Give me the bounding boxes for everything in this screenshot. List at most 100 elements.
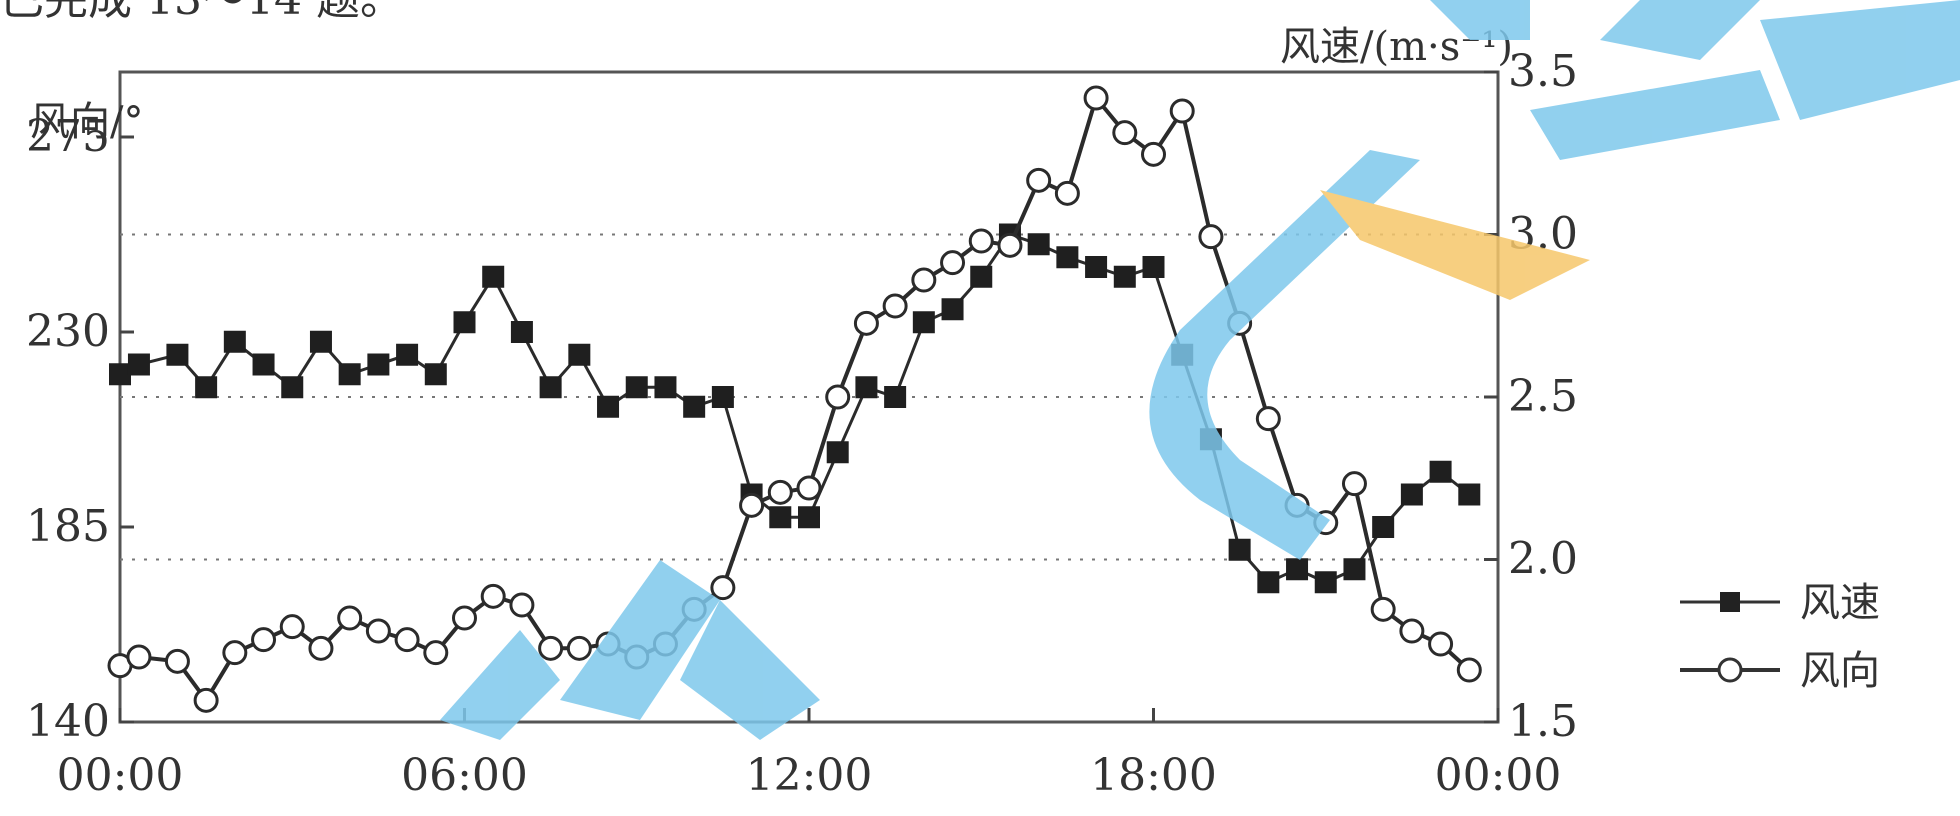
direction-point — [1456, 657, 1482, 683]
x-tick-label: 00:00 — [57, 750, 184, 801]
direction-point — [423, 640, 449, 666]
direction-point — [1112, 120, 1138, 146]
speed-point — [252, 353, 275, 376]
series-line-风向 — [119, 93, 1471, 704]
direction-point — [825, 384, 851, 410]
direction-point — [911, 267, 937, 293]
left-tick-label: 230 — [26, 306, 110, 357]
speed-point — [396, 343, 419, 366]
speed-point — [281, 376, 304, 399]
left-tick-label: 185 — [26, 501, 110, 552]
watermark-shape-7 — [440, 630, 560, 740]
direction-point — [767, 479, 793, 505]
speed-point — [1372, 516, 1395, 538]
speed-point — [1142, 256, 1165, 278]
direction-point — [222, 640, 248, 666]
direction-point — [1341, 471, 1367, 497]
x-tick-label: 06:00 — [401, 750, 528, 801]
right-tick-label: 1.5 — [1508, 696, 1578, 747]
speed-point — [597, 395, 620, 418]
direction-point — [538, 635, 564, 661]
speed-point — [1458, 483, 1481, 506]
direction-point — [1399, 618, 1425, 644]
speed-point — [1085, 256, 1108, 278]
direction-point — [1054, 180, 1080, 206]
speed-point — [195, 376, 218, 399]
speed-point — [1314, 571, 1337, 594]
speed-point — [309, 330, 332, 353]
direction-point — [509, 592, 535, 618]
right-tick-label: 3.5 — [1508, 46, 1578, 97]
speed-point — [127, 353, 150, 376]
speed-point — [510, 321, 533, 343]
speed-point — [1343, 558, 1366, 581]
direction-point — [251, 627, 277, 653]
right-tick-label: 2.0 — [1508, 534, 1578, 585]
direction-point — [308, 635, 334, 661]
left-tick-label: 275 — [26, 111, 110, 162]
speed-point — [166, 343, 189, 366]
watermark-shape-2 — [1149, 150, 1420, 560]
speed-point — [109, 363, 131, 386]
speed-point — [1056, 246, 1079, 269]
speed-point — [855, 376, 878, 399]
speed-point — [1228, 538, 1251, 561]
direction-point — [997, 232, 1023, 258]
direction-point — [940, 250, 966, 276]
speed-point — [1257, 571, 1280, 594]
x-tick-label: 12:00 — [746, 750, 873, 801]
speed-point — [223, 330, 246, 353]
watermark-shape-5 — [1530, 70, 1780, 160]
gridlines — [120, 233, 1498, 561]
speed-point — [625, 376, 648, 399]
legend-speed-marker — [1720, 592, 1740, 612]
direction-point — [1428, 631, 1454, 657]
direction-point — [394, 627, 420, 653]
x-tick-label: 18:00 — [1090, 750, 1217, 801]
speed-point — [539, 376, 562, 399]
direction-point — [1083, 85, 1109, 111]
speed-point — [338, 363, 361, 386]
speed-point — [482, 265, 505, 288]
direction-point — [1370, 596, 1396, 622]
x-tick-label: 00:00 — [1435, 750, 1562, 801]
speed-point — [1429, 460, 1452, 483]
direction-point — [1141, 141, 1166, 167]
speed-point — [1400, 483, 1423, 506]
watermark-shape-6 — [1760, 0, 1960, 120]
direction-point — [853, 310, 879, 336]
speed-point — [1027, 233, 1050, 256]
speed-point — [826, 441, 849, 464]
direction-point — [1198, 224, 1224, 250]
direction-point — [193, 687, 219, 713]
speed-point — [912, 311, 935, 334]
direction-point — [164, 648, 190, 674]
watermark-shape-3 — [1320, 190, 1590, 300]
watermark-shape-4 — [1600, 0, 1760, 60]
speed-point — [367, 353, 390, 376]
speed-point — [970, 265, 993, 288]
speed-point — [769, 506, 792, 529]
legend-speed-label: 风速 — [1800, 580, 1880, 626]
watermark-shape-1 — [1430, 0, 1530, 40]
direction-point — [279, 614, 305, 640]
speed-point — [941, 298, 964, 321]
direction-point — [1255, 406, 1281, 432]
speed-point — [711, 386, 734, 408]
speed-point — [654, 376, 677, 399]
series-layer — [107, 85, 1482, 713]
direction-point — [968, 228, 994, 254]
right-tick-label: 2.5 — [1508, 371, 1578, 422]
direction-point — [337, 605, 363, 631]
direction-point — [566, 635, 592, 661]
speed-point — [424, 363, 447, 386]
direction-point — [710, 575, 736, 601]
legend-direction-label: 风向 — [1800, 648, 1880, 694]
direction-point — [882, 293, 908, 319]
direction-point — [796, 475, 822, 501]
direction-point — [739, 492, 765, 518]
speed-point — [884, 386, 907, 408]
speed-point — [1286, 558, 1309, 581]
left-axis-title: 风向/° — [30, 99, 143, 145]
